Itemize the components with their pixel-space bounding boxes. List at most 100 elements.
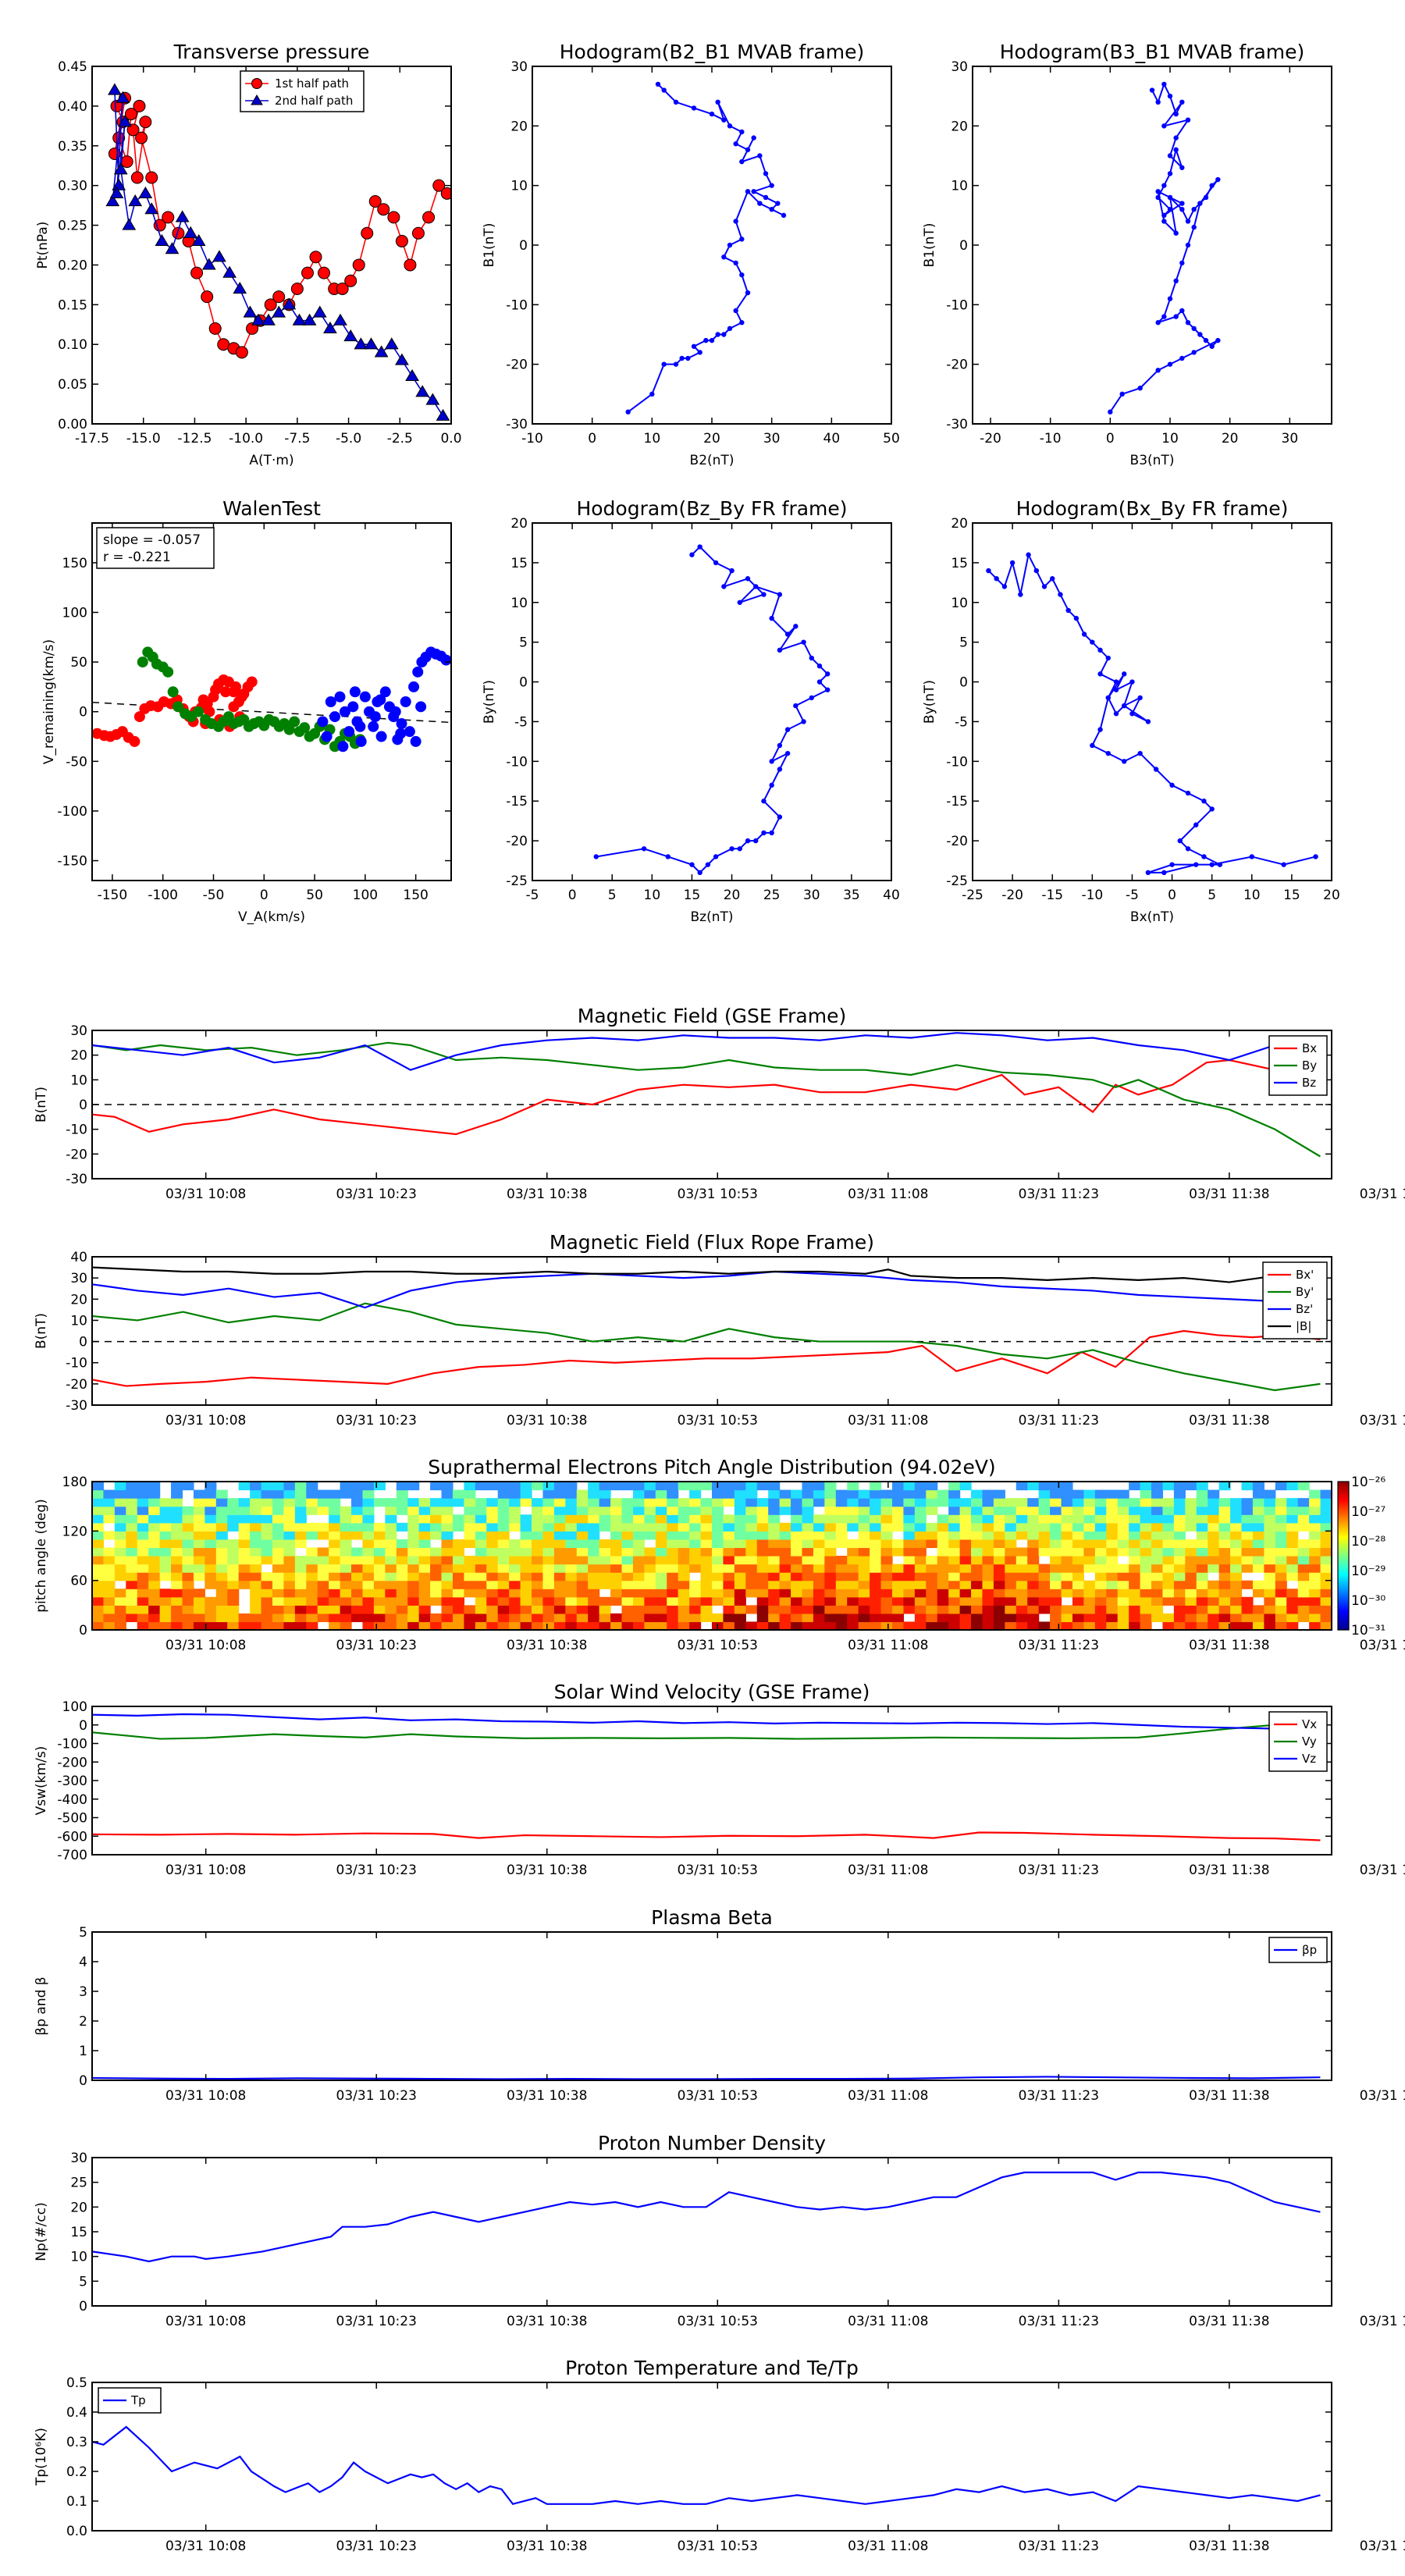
heatmap-cell (1005, 1506, 1017, 1515)
heatmap-cell (430, 1482, 443, 1491)
heatmap-cell (756, 1580, 769, 1589)
heatmap-cell (655, 1522, 667, 1532)
data-point (290, 282, 304, 295)
heatmap-cell (971, 1556, 984, 1565)
heatmap-cell (272, 1522, 285, 1532)
data-point (374, 345, 389, 358)
heatmap-cell (329, 1489, 341, 1499)
heatmap-cell (1072, 1514, 1084, 1524)
data-point (355, 735, 367, 747)
x-tick-label: 03/31 10:08 (165, 2314, 246, 2329)
heatmap-cell (1241, 1547, 1254, 1557)
heatmap-cell (1196, 1489, 1208, 1499)
heatmap-cell (509, 1498, 521, 1507)
heatmap-cell (171, 1621, 183, 1630)
heatmap-cell (452, 1547, 464, 1557)
data-point (673, 99, 679, 105)
data-point (1173, 147, 1179, 153)
heatmap-cell (1241, 1522, 1254, 1532)
heatmap-cell (689, 1596, 702, 1606)
series-line-Tp (92, 2425, 1321, 2506)
data-point (201, 258, 216, 270)
heatmap-cell (1005, 1580, 1017, 1589)
data-point (318, 266, 331, 279)
heatmap-cell (1027, 1564, 1040, 1573)
heatmap-cell (92, 1580, 105, 1589)
heatmap-cell (1061, 1539, 1073, 1549)
heatmap-cell (948, 1522, 961, 1532)
heatmap-cell (464, 1564, 476, 1573)
heatmap-cell (227, 1589, 240, 1598)
data-point (153, 219, 166, 232)
heatmap-cell (621, 1514, 634, 1524)
x-tick-label: 03/31 11:23 (1019, 1863, 1099, 1878)
heatmap-cell (1083, 1498, 1096, 1507)
heatmap-cell (497, 1514, 510, 1524)
heatmap-cell (632, 1621, 645, 1630)
heatmap-cell (272, 1564, 285, 1573)
data-point (721, 254, 727, 260)
heatmap-cell (937, 1514, 949, 1524)
heatmap-cell (632, 1531, 645, 1540)
heatmap-cell (1117, 1572, 1129, 1582)
heatmap-cell (1218, 1564, 1231, 1573)
heatmap-cell (1309, 1489, 1321, 1499)
y-tick-label: 40 (70, 1250, 87, 1265)
heatmap-cell (475, 1556, 487, 1565)
heatmap-cell (1005, 1547, 1017, 1557)
plot-area (92, 2158, 1332, 2306)
data-point (1167, 194, 1173, 201)
heatmap-cell (891, 1596, 905, 1606)
heatmap-cell (632, 1514, 645, 1524)
heatmap-cell (1241, 1514, 1254, 1524)
y-tick-label: 20 (70, 2200, 87, 2215)
legend-label: Bx' (1296, 1268, 1314, 1282)
heatmap-cell (678, 1506, 690, 1515)
legend-label: By (1302, 1059, 1317, 1073)
heatmap-cell (205, 1605, 217, 1614)
heatmap-cell (1016, 1556, 1028, 1565)
heatmap-cell (92, 1489, 105, 1499)
heatmap-cell (430, 1514, 443, 1524)
data-point (761, 830, 767, 836)
heatmap-cell (948, 1621, 961, 1630)
heatmap-cell (1185, 1572, 1197, 1582)
heatmap-cell (532, 1498, 544, 1507)
heatmap-cell (802, 1605, 814, 1614)
heatmap-cell (1230, 1564, 1243, 1573)
heatmap-cell (137, 1506, 149, 1515)
heatmap-cell (565, 1596, 578, 1606)
heatmap-cell (1061, 1531, 1073, 1540)
heatmap-cell (1264, 1531, 1276, 1540)
heatmap-cell (779, 1539, 791, 1549)
heatmap-cell (1230, 1572, 1243, 1582)
heatmap-cell (791, 1498, 803, 1507)
heatmap-cell (553, 1621, 566, 1630)
heatmap-cell (700, 1531, 713, 1540)
heatmap-cell (1129, 1498, 1141, 1507)
heatmap-cell (712, 1613, 724, 1623)
y-tick-label: 0.0 (66, 2524, 87, 2539)
heatmap-cell (971, 1498, 984, 1507)
data-point (689, 862, 695, 867)
x-tick-label: -10 (1081, 888, 1103, 903)
heatmap-cell (937, 1572, 949, 1582)
heatmap-cell (114, 1531, 126, 1540)
heatmap-cell (959, 1596, 972, 1606)
heatmap-cell (1094, 1556, 1107, 1565)
heatmap-cell (441, 1613, 454, 1623)
heatmap-cell (791, 1556, 803, 1565)
heatmap-cell (1320, 1572, 1332, 1582)
heatmap-cell (858, 1613, 870, 1623)
heatmap-cell (385, 1564, 397, 1573)
heatmap-cell (791, 1596, 803, 1606)
heatmap-cell (1106, 1589, 1119, 1598)
data-point (1313, 854, 1318, 859)
x-tick-label: 03/31 11:08 (848, 1863, 928, 1878)
heatmap-cell (272, 1489, 285, 1499)
data-point (1167, 207, 1173, 212)
heatmap-cell (114, 1621, 126, 1630)
heatmap-cell (1140, 1580, 1152, 1589)
y-tick-label: 0 (79, 2299, 87, 2314)
heatmap-cell (1005, 1589, 1017, 1598)
